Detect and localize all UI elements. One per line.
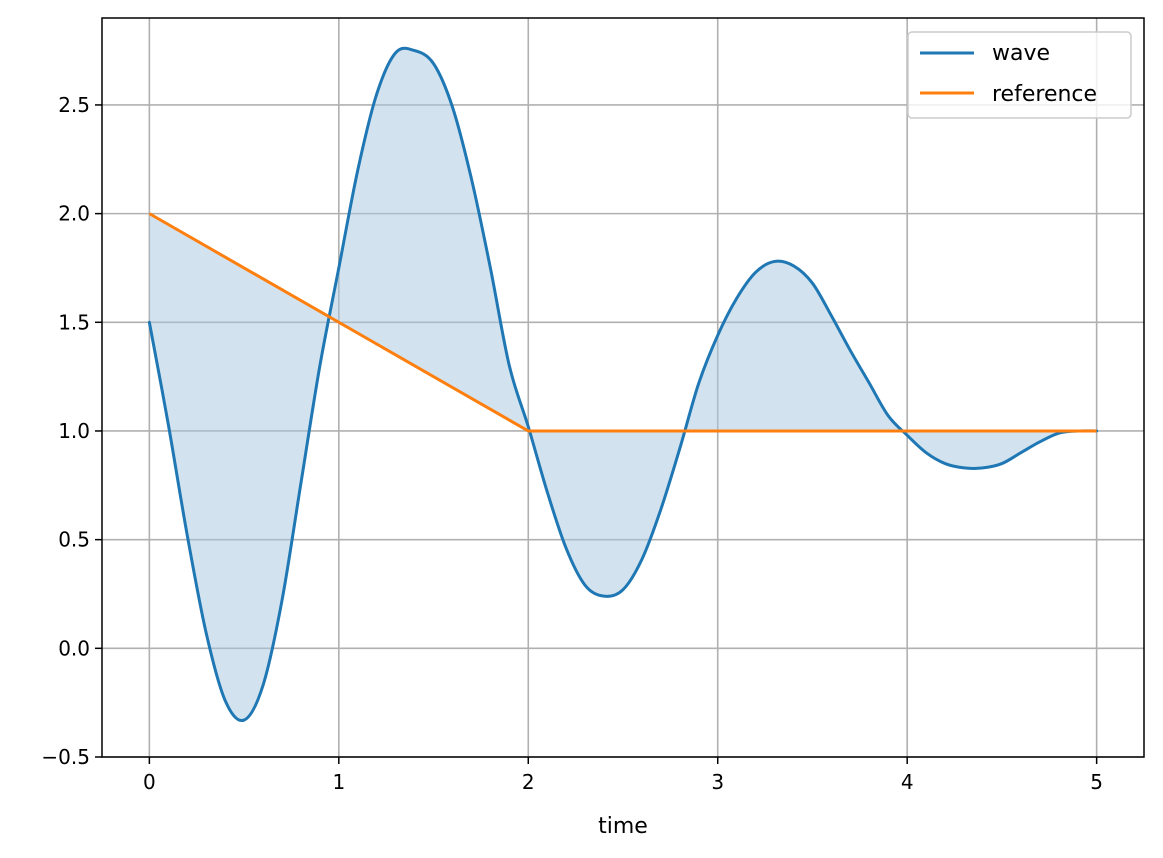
- legend-label-wave: wave: [992, 41, 1050, 66]
- x-tick-label-2: 2: [522, 770, 535, 794]
- y-tick-label-2: 0.5: [58, 528, 90, 552]
- x-tick-label-1: 1: [332, 770, 345, 794]
- plot-frame: [101, 17, 1145, 758]
- x-tick-label-3: 3: [711, 770, 724, 794]
- y-tick-label-3: 1.0: [58, 419, 90, 443]
- series-lines: [147, 46, 1099, 723]
- y-tick-label-0: −0.5: [41, 745, 90, 769]
- y-tick-label-6: 2.5: [58, 93, 90, 117]
- x-axis-label: time: [598, 814, 648, 839]
- x-tick-label-4: 4: [901, 770, 914, 794]
- legend-label-reference: reference: [992, 82, 1097, 107]
- y-tick-label-5: 2.0: [58, 202, 90, 226]
- fill-between-region: [149, 48, 1097, 721]
- y-tick-label-4: 1.5: [58, 310, 90, 334]
- fill-between-area: [149, 48, 1097, 721]
- legend: wave reference: [907, 31, 1132, 119]
- series-line-wave: [147, 46, 1099, 723]
- y-tick-label-1: 0.0: [58, 636, 90, 660]
- x-axis-ticks: 0 1 2 3 4 5: [143, 757, 1103, 794]
- x-tick-label-5: 5: [1090, 770, 1103, 794]
- x-tick-label-0: 0: [143, 770, 156, 794]
- series-line-reference: [148, 212, 1097, 433]
- y-axis-ticks: −0.5 0.0 0.5 1.0 1.5 2.0 2.5: [41, 93, 102, 769]
